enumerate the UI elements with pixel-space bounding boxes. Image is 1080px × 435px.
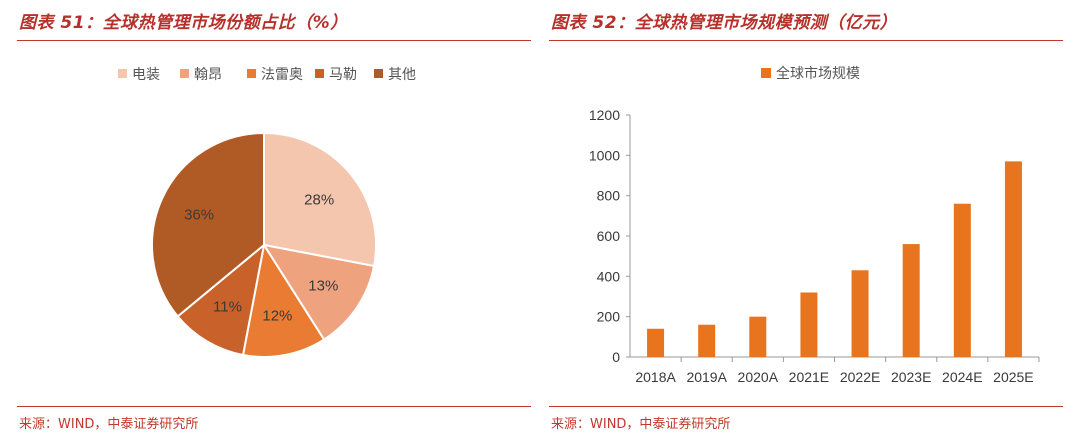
- pie-slice-4: [151, 131, 265, 318]
- bar-source-note: 来源：WIND，中泰证券研究所: [551, 417, 731, 432]
- bar-chart: 全球市场规模 0 200 400 600 800 1000 1200 2018A 2019A 202…: [589, 65, 1040, 385]
- bar-2: [749, 316, 767, 357]
- pie-legend-label: 法雷奥: [261, 66, 303, 83]
- pie-legend-item-3: 马勒: [315, 67, 357, 83]
- bar-figure-title: 图表 52：全球热管理市场规模预测（亿元）: [551, 13, 898, 33]
- x-tick-label-2: 2020A: [738, 369, 779, 385]
- y-tick-label-0: 0: [612, 349, 620, 365]
- pie-slice-label-4: 36%: [184, 207, 214, 224]
- pie-legend-swatch: [374, 69, 383, 78]
- bar-legend-label: 全球市场规模: [776, 65, 860, 82]
- bar-legend-item: 全球市场规模: [761, 65, 860, 82]
- y-tick-label-6: 1200: [589, 107, 620, 123]
- pie-legend-label: 电装: [132, 67, 160, 83]
- bar-7: [1004, 161, 1022, 357]
- bar-4: [851, 270, 869, 357]
- bar-0: [647, 328, 665, 357]
- y-tick-label-2: 400: [597, 268, 621, 284]
- pie-source-rule: [17, 406, 531, 407]
- pie-slice-label-1: 13%: [308, 277, 338, 294]
- x-tick-label-3: 2021E: [789, 369, 829, 385]
- bar-5: [902, 244, 920, 357]
- pie-slice-label-3: 11%: [213, 299, 242, 316]
- bar-legend-swatch: [761, 68, 771, 78]
- x-tick-label-0: 2018A: [635, 369, 676, 385]
- pie-slice-2: [241, 242, 326, 358]
- x-tick-label-5: 2023E: [891, 369, 931, 385]
- bar-3: [800, 292, 818, 357]
- pie-slice-3: [176, 242, 266, 357]
- pie-figure-title: 图表 51：全球热管理市场份额占比（%）: [19, 13, 348, 33]
- pie-legend-swatch: [180, 69, 189, 78]
- y-tick-label-5: 1000: [589, 147, 620, 163]
- market-share-panel: 图表 51：全球热管理市场份额占比（%） 电装 翰昂 法雷奥 马勒 其他 28% 13% 12…: [17, 0, 531, 435]
- bar-6: [953, 203, 971, 357]
- pie-legend-swatch: [247, 69, 256, 78]
- pie-legend-label: 翰昂: [194, 67, 222, 83]
- pie-slice-label-0: 28%: [304, 191, 334, 208]
- y-tick-label-3: 600: [597, 228, 621, 244]
- pie-slice-label-2: 12%: [262, 307, 292, 324]
- y-tick-label-1: 200: [597, 309, 621, 325]
- market-size-panel: 图表 52：全球热管理市场规模预测（亿元） 全球市场规模 0 200 400 600 80…: [549, 0, 1063, 435]
- bar-source-rule: [549, 406, 1063, 407]
- x-tick-label-7: 2025E: [993, 369, 1033, 385]
- x-tick-label-6: 2024E: [942, 369, 982, 385]
- pie-slice-1: [261, 243, 376, 341]
- pie-slice-0: [263, 131, 377, 268]
- x-tick-label-4: 2022E: [840, 369, 880, 385]
- pie-legend-item-4: 其他: [374, 67, 416, 83]
- pie-legend-label: 其他: [388, 67, 416, 83]
- y-tick-label-4: 800: [597, 188, 621, 204]
- pie-legend-swatch: [315, 69, 324, 78]
- pie-legend-item-2: 法雷奥: [247, 66, 303, 83]
- pie-legend-item-0: 电装: [118, 67, 160, 83]
- bar-1: [698, 324, 716, 357]
- pie-chart: 电装 翰昂 法雷奥 马勒 其他 28% 13% 12% 11% 36%: [118, 66, 416, 358]
- bar-title-rule: [549, 40, 1063, 41]
- pie-source-note: 来源：WIND，中泰证券研究所: [19, 417, 199, 432]
- pie-legend-label: 马勒: [329, 67, 357, 83]
- x-tick-label-1: 2019A: [686, 369, 727, 385]
- pie-legend-swatch: [118, 69, 127, 78]
- pie-legend-item-1: 翰昂: [180, 67, 222, 83]
- pie-title-rule: [17, 40, 531, 41]
